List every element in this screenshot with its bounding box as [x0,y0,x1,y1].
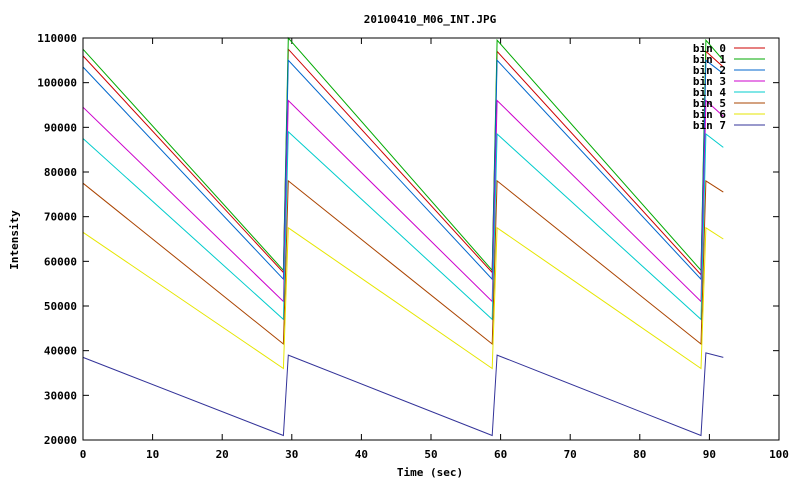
y-tick-label: 70000 [44,211,77,224]
x-tick-label: 70 [564,448,577,461]
legend-label: bin 5 [693,97,726,110]
chart-title: 20100410_M06_INT.JPG [364,13,497,26]
legend-label: bin 3 [693,75,726,88]
x-tick-label: 50 [424,448,437,461]
y-tick-label: 40000 [44,345,77,358]
axis-ticks: 0 10 20 30 40 50 60 70 80 90 100 20000 30000 40000 500… [37,32,789,461]
y-tick-label: 100000 [37,77,77,90]
legend-label: bin 2 [693,64,726,77]
x-tick-label: 60 [494,448,507,461]
x-tick-label: 100 [769,448,789,461]
y-tick-label: 90000 [44,121,77,134]
y-tick-label: 60000 [44,255,77,268]
series-line-bin-3 [82,99,724,303]
y-tick-label: 20000 [44,434,77,447]
series-line-bin-6 [82,226,724,370]
y-tick-label: 50000 [44,300,77,313]
y-axis-label: Intensity [8,210,21,270]
plot-frame [82,37,780,441]
series-lines [82,36,724,437]
x-axis-label: Time (sec) [397,466,463,479]
x-tick-label: 30 [285,448,298,461]
series-line-bin-2 [82,59,724,281]
legend-label: bin 0 [693,42,726,55]
y-tick-label: 30000 [44,389,77,402]
x-tick-label: 20 [216,448,229,461]
x-tick-label: 90 [703,448,716,461]
legend-label: bin 1 [693,53,726,66]
series-line-bin-4 [82,130,724,321]
x-tick-label: 10 [146,448,159,461]
legend-label: bin 4 [693,86,726,99]
x-tick-label: 80 [633,448,646,461]
x-tick-label: 40 [355,448,368,461]
legend-label: bin 7 [693,119,726,132]
legend-label: bin 6 [693,108,726,121]
series-line-bin-7 [82,352,724,437]
x-tick-label: 0 [80,448,87,461]
y-tick-label: 80000 [44,166,77,179]
y-tick-label: 110000 [37,32,77,45]
series-line-bin-5 [82,179,724,346]
